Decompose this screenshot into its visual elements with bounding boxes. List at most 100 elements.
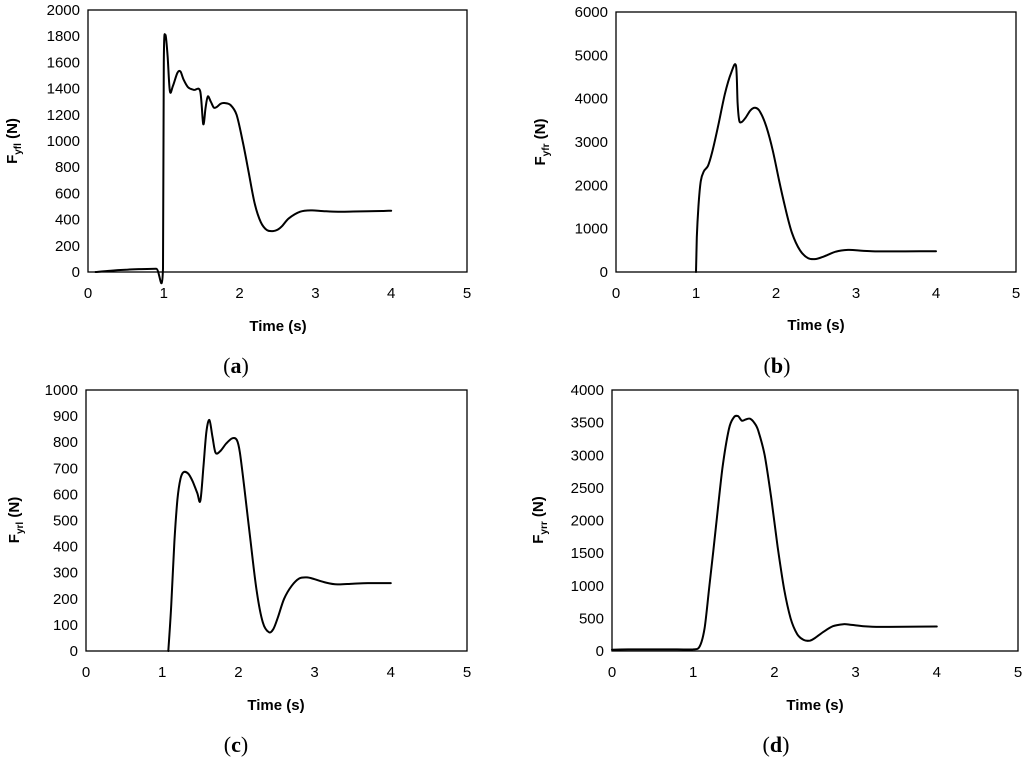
panel-d-ylabel-main: F [530,535,547,544]
panel-c-y-tick-label: 500 [53,513,78,530]
panel-b: 0 1000 2000 3000 4000 5000 6000 0 1 2 3 4 5 Time (s… [532,4,1020,378]
panel-a-ylabel-unit: (N) [4,118,21,143]
panel-a-y-tick-label: 2000 [47,2,80,19]
panel-b-ylabel-unit: (N) [532,119,549,144]
panel-c-y-tick-label: 200 [53,591,78,608]
panel-a-y-tick-label: 400 [55,212,80,229]
panel-c-x-tick-label: 0 [82,664,90,681]
panel-c-xlabel: Time (s) [247,697,304,714]
panel-a-ylabel-sub: yfl [13,143,24,155]
panel-c-ylabel-main: F [6,534,23,543]
panel-b-caption-letter: b [771,353,783,378]
panel-d-x-tick-label: 1 [689,664,697,681]
panel-c-x-tick-label: 3 [310,664,318,681]
panel-d-x-ticks: 0 1 2 3 4 5 [608,664,1022,681]
panel-a-ylabel-main: F [4,155,21,164]
panel-b-caption: (b) [764,353,791,378]
panel-b-xlabel: Time (s) [787,317,844,334]
panel-c-series-line [167,418,392,652]
panel-a-y-tick-label: 800 [55,159,80,176]
panel-b-ylabel: Fyfr (N) [532,119,552,166]
panel-d-x-tick-label: 2 [770,664,778,681]
panel-c-ylabel: Fyrl (N) [6,497,26,543]
panel-b-ylabel-main: F [532,156,549,165]
panel-d-y-tick-label: 2500 [571,480,604,497]
panel-a-x-tick-label: 2 [235,285,243,302]
panel-a-plot-frame [87,9,468,273]
panel-a-y-ticks: 0 200 400 600 800 1000 1200 1400 1600 1800 2000 [47,2,80,281]
panel-a-x-tick-label: 0 [84,285,92,302]
panel-c-y-tick-label: 800 [53,434,78,451]
panel-d-y-tick-label: 3500 [571,415,604,432]
panel-b-y-tick-label: 4000 [575,91,608,108]
panel-c-ylabel-sub: yrl [15,522,26,534]
panel-b-x-tick-label: 4 [932,285,940,302]
panel-c-y-tick-label: 900 [53,408,78,425]
panel-a-x-tick-label: 1 [160,285,168,302]
panel-c-x-tick-label: 2 [234,664,242,681]
panel-b-y-ticks: 0 1000 2000 3000 4000 5000 6000 [575,4,608,281]
panel-d-ylabel: Fyrr (N) [530,496,550,544]
panel-a-x-tick-label: 5 [463,285,471,302]
panel-d-y-tick-label: 2000 [571,513,604,530]
panel-c-y-tick-label: 0 [70,643,78,660]
panel-b-y-tick-label: 5000 [575,47,608,64]
panel-b-series-line [695,63,937,273]
panel-d-x-tick-label: 5 [1014,664,1022,681]
panel-d-y-tick-label: 1000 [571,578,604,595]
panel-d-x-tick-label: 4 [933,664,941,681]
panel-b-y-tick-label: 1000 [575,221,608,238]
panel-a-series-line [94,33,393,285]
panel-b-y-tick-label: 6000 [575,4,608,21]
panel-c-y-tick-label: 600 [53,486,78,503]
panel-d-y-tick-label: 1500 [571,545,604,562]
panel-c-y-tick-label: 100 [53,617,78,634]
panel-a-xlabel: Time (s) [249,318,306,335]
panel-a: 0 200 400 600 800 1000 1200 1400 1600 1800 2000 0 1… [4,2,471,378]
panel-c-caption-letter: c [231,732,241,757]
panel-d-caption: (d) [763,732,790,757]
panel-c-caption: (c) [224,732,248,757]
panel-c-x-ticks: 0 1 2 3 4 5 [82,664,471,681]
panel-b-plot-frame [615,11,1017,273]
panel-a-y-tick-label: 600 [55,185,80,202]
panel-c-y-tick-label: 1000 [45,382,78,399]
panel-b-x-tick-label: 3 [852,285,860,302]
panel-c-x-tick-label: 5 [463,664,471,681]
panel-c-x-tick-label: 1 [158,664,166,681]
panel-d-xlabel: Time (s) [786,697,843,714]
panel-d-caption-letter: d [770,732,782,757]
panel-b-x-ticks: 0 1 2 3 4 5 [612,285,1020,302]
panel-c-x-tick-label: 4 [387,664,395,681]
panel-a-y-tick-label: 1000 [47,133,80,150]
panel-d-y-tick-label: 4000 [571,382,604,399]
panel-b-x-tick-label: 2 [772,285,780,302]
panel-a-y-tick-label: 1600 [47,54,80,71]
panel-b-ylabel-sub: yfr [541,143,552,156]
panel-b-y-tick-label: 0 [600,264,608,281]
panel-b-y-tick-label: 3000 [575,134,608,151]
panel-d-plot-frame [611,389,1019,652]
panel-c-plot-frame [85,389,468,652]
panel-a-y-tick-label: 200 [55,238,80,255]
panel-d-y-tick-label: 3000 [571,447,604,464]
panel-a-x-ticks: 0 1 2 3 4 5 [84,285,471,302]
panel-b-x-tick-label: 5 [1012,285,1020,302]
panel-d-x-tick-label: 3 [851,664,859,681]
panel-a-y-tick-label: 0 [72,264,80,281]
panel-a-y-tick-label: 1200 [47,107,80,124]
panel-d-y-ticks: 0 500 1000 1500 2000 2500 3000 3500 4000 [571,382,604,660]
panel-d-x-tick-label: 0 [608,664,616,681]
panel-a-y-tick-label: 1800 [47,28,80,45]
panel-a-x-tick-label: 3 [311,285,319,302]
panel-b-y-tick-label: 2000 [575,177,608,194]
panel-a-x-tick-label: 4 [387,285,395,302]
panel-a-caption-letter: a [231,353,242,378]
panel-c-y-tick-label: 300 [53,565,78,582]
panel-d-ylabel-sub: yrr [539,521,550,534]
panel-d-y-tick-label: 0 [596,643,604,660]
panel-c-y-tick-label: 400 [53,539,78,556]
